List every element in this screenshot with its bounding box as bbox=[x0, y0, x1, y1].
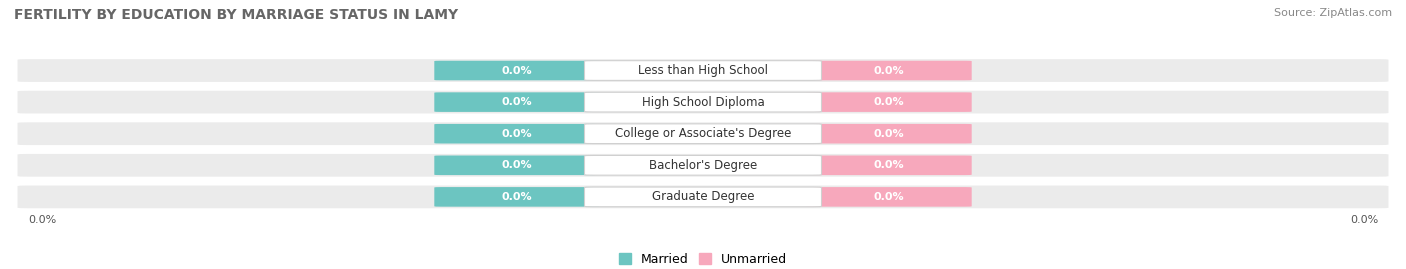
Text: 0.0%: 0.0% bbox=[502, 97, 533, 107]
FancyBboxPatch shape bbox=[585, 61, 821, 80]
FancyBboxPatch shape bbox=[434, 187, 599, 207]
Text: 0.0%: 0.0% bbox=[873, 97, 904, 107]
Text: 0.0%: 0.0% bbox=[1350, 215, 1378, 225]
FancyBboxPatch shape bbox=[17, 186, 1389, 208]
FancyBboxPatch shape bbox=[807, 187, 972, 207]
FancyBboxPatch shape bbox=[434, 155, 599, 175]
FancyBboxPatch shape bbox=[17, 122, 1389, 145]
Text: 0.0%: 0.0% bbox=[873, 129, 904, 139]
Text: 0.0%: 0.0% bbox=[502, 192, 533, 202]
FancyBboxPatch shape bbox=[807, 124, 972, 143]
Text: 0.0%: 0.0% bbox=[873, 66, 904, 76]
Text: Less than High School: Less than High School bbox=[638, 64, 768, 77]
FancyBboxPatch shape bbox=[585, 187, 821, 207]
Text: 0.0%: 0.0% bbox=[28, 215, 56, 225]
Text: 0.0%: 0.0% bbox=[502, 129, 533, 139]
FancyBboxPatch shape bbox=[434, 61, 599, 80]
FancyBboxPatch shape bbox=[807, 155, 972, 175]
Text: Source: ZipAtlas.com: Source: ZipAtlas.com bbox=[1274, 8, 1392, 18]
Text: 0.0%: 0.0% bbox=[502, 160, 533, 170]
Text: Graduate Degree: Graduate Degree bbox=[652, 190, 754, 203]
Text: 0.0%: 0.0% bbox=[873, 160, 904, 170]
FancyBboxPatch shape bbox=[17, 154, 1389, 177]
FancyBboxPatch shape bbox=[585, 124, 821, 144]
Text: High School Diploma: High School Diploma bbox=[641, 95, 765, 109]
Text: Bachelor's Degree: Bachelor's Degree bbox=[650, 159, 756, 172]
Text: FERTILITY BY EDUCATION BY MARRIAGE STATUS IN LAMY: FERTILITY BY EDUCATION BY MARRIAGE STATU… bbox=[14, 8, 458, 22]
FancyBboxPatch shape bbox=[807, 61, 972, 80]
FancyBboxPatch shape bbox=[434, 124, 599, 143]
FancyBboxPatch shape bbox=[585, 92, 821, 112]
Legend: Married, Unmarried: Married, Unmarried bbox=[619, 253, 787, 266]
FancyBboxPatch shape bbox=[17, 59, 1389, 82]
FancyBboxPatch shape bbox=[807, 92, 972, 112]
Text: College or Associate's Degree: College or Associate's Degree bbox=[614, 127, 792, 140]
FancyBboxPatch shape bbox=[434, 92, 599, 112]
Text: 0.0%: 0.0% bbox=[502, 66, 533, 76]
FancyBboxPatch shape bbox=[585, 155, 821, 175]
Text: 0.0%: 0.0% bbox=[873, 192, 904, 202]
FancyBboxPatch shape bbox=[17, 91, 1389, 114]
